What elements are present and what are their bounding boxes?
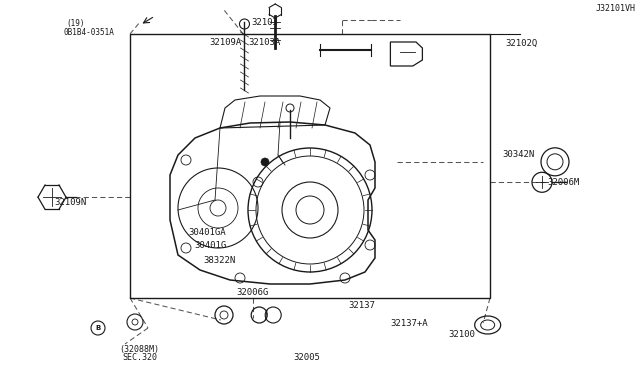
Text: 32109N: 32109N — [54, 198, 86, 207]
Text: J32101VH: J32101VH — [595, 4, 636, 13]
Text: 32102Q: 32102Q — [506, 39, 538, 48]
Text: 32137+A: 32137+A — [390, 319, 428, 328]
Text: 32100: 32100 — [448, 330, 475, 339]
Text: SEC.320: SEC.320 — [122, 353, 157, 362]
Text: 32005: 32005 — [293, 353, 320, 362]
Bar — [130, 34, 490, 298]
Text: 30342N: 30342N — [502, 150, 534, 159]
Text: 32006G: 32006G — [237, 288, 269, 296]
Circle shape — [261, 158, 269, 166]
Text: 30401GA: 30401GA — [189, 228, 227, 237]
Text: B: B — [95, 325, 100, 331]
Text: 0B1B4-0351A: 0B1B4-0351A — [64, 28, 115, 37]
Text: (19): (19) — [67, 19, 84, 28]
Text: 32109A: 32109A — [209, 38, 241, 47]
Text: 30401G: 30401G — [194, 241, 226, 250]
Text: 32137: 32137 — [349, 301, 376, 310]
Text: 32006M: 32006M — [547, 178, 579, 187]
Text: 32103A: 32103A — [248, 38, 280, 47]
Text: (32088M): (32088M) — [120, 345, 159, 354]
Text: 32103: 32103 — [251, 18, 278, 27]
Text: 38322N: 38322N — [204, 256, 236, 265]
